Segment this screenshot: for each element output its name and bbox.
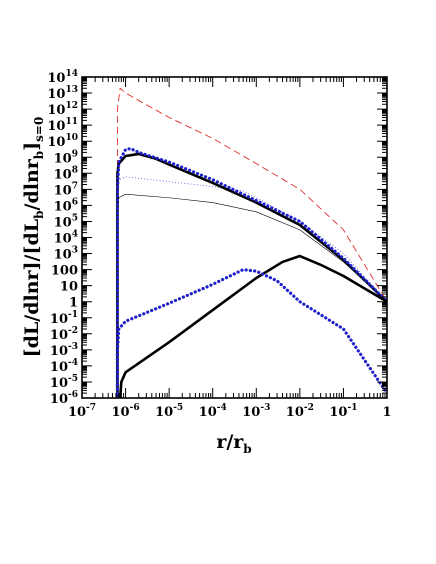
y-tick-label-16: 10-1 xyxy=(50,310,78,327)
series-line-1 xyxy=(116,87,387,398)
y-tick-label-11: 104 xyxy=(54,230,78,247)
series-line-2 xyxy=(117,193,387,398)
x-axis-label: r/rb xyxy=(216,431,251,456)
tick-marks xyxy=(81,77,387,399)
y-tick-label-17: 10-2 xyxy=(50,326,78,343)
x-tick-label-7: 10-1 xyxy=(329,403,357,420)
x-tick-label-8: 1 xyxy=(382,405,391,420)
y-tick-label-15: 1 xyxy=(69,296,78,311)
y-tick-label-9: 106 xyxy=(54,197,78,214)
series-line-5 xyxy=(115,146,387,398)
y-tick-label-5: 1010 xyxy=(47,133,78,150)
y-tick-label-12: 103 xyxy=(54,246,78,263)
y-tick-label-14: 10 xyxy=(60,280,78,295)
series-layer xyxy=(115,87,387,398)
series-line-7 xyxy=(115,268,387,398)
x-tick-label-4: 10-4 xyxy=(199,403,227,420)
series-line-6 xyxy=(118,254,387,398)
y-tick-label-8: 107 xyxy=(54,181,78,198)
series-line-4 xyxy=(116,152,387,398)
tick-mark-set xyxy=(81,77,387,399)
y-tick-label-1: 1014 xyxy=(47,69,78,86)
series-line-3 xyxy=(116,176,387,398)
y-axis-label: [dL/dlnr]/[dLb/dlnrb]s=0 xyxy=(21,117,46,358)
x-tick-label-1: 10-7 xyxy=(68,403,96,420)
y-tick-label-3: 1012 xyxy=(47,101,78,118)
plot-frame xyxy=(81,76,388,399)
y-tick-label-10: 105 xyxy=(54,213,78,230)
x-tick-label-2: 10-6 xyxy=(112,403,140,420)
y-tick-label-6: 109 xyxy=(54,149,78,166)
y-tick-label-2: 1013 xyxy=(47,85,78,102)
y-tick-label-21: 10-6 xyxy=(50,390,78,407)
y-tick-label-4: 1011 xyxy=(47,117,78,134)
y-tick-label-20: 10-5 xyxy=(50,374,78,391)
y-tick-label-19: 10-4 xyxy=(50,358,78,375)
x-tick-label-3: 10-5 xyxy=(155,403,183,420)
x-tick-label-6: 10-2 xyxy=(286,403,314,420)
y-tick-label-7: 108 xyxy=(54,165,78,182)
y-tick-label-13: 100 xyxy=(51,264,78,279)
x-tick-label-5: 10-3 xyxy=(242,403,270,420)
y-tick-label-18: 10-3 xyxy=(50,342,78,359)
tick-labels: 10-7 10-6 10-5 10-4 10-3 10-2 10-1 110141013101… xyxy=(47,69,391,420)
